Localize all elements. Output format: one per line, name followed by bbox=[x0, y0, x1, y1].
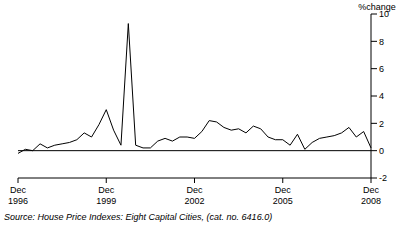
svg-text:6: 6 bbox=[379, 64, 384, 74]
svg-text:8: 8 bbox=[379, 37, 384, 47]
svg-text:2: 2 bbox=[379, 119, 384, 129]
svg-text:Dec2008: Dec2008 bbox=[361, 185, 381, 206]
svg-text:Dec2002: Dec2002 bbox=[184, 185, 204, 206]
svg-text:-2: -2 bbox=[379, 173, 387, 183]
svg-text:Dec1996: Dec1996 bbox=[8, 185, 28, 206]
svg-text:4: 4 bbox=[379, 91, 384, 101]
svg-text:Dec1999: Dec1999 bbox=[96, 185, 116, 206]
svg-text:0: 0 bbox=[379, 146, 384, 156]
html-text:Source: House Price Indexes: E: Source: House Price Indexes: Eight Capit… bbox=[4, 212, 273, 222]
svg-text:%change: %change bbox=[358, 2, 389, 12]
svg-text:Dec2005: Dec2005 bbox=[273, 185, 293, 206]
